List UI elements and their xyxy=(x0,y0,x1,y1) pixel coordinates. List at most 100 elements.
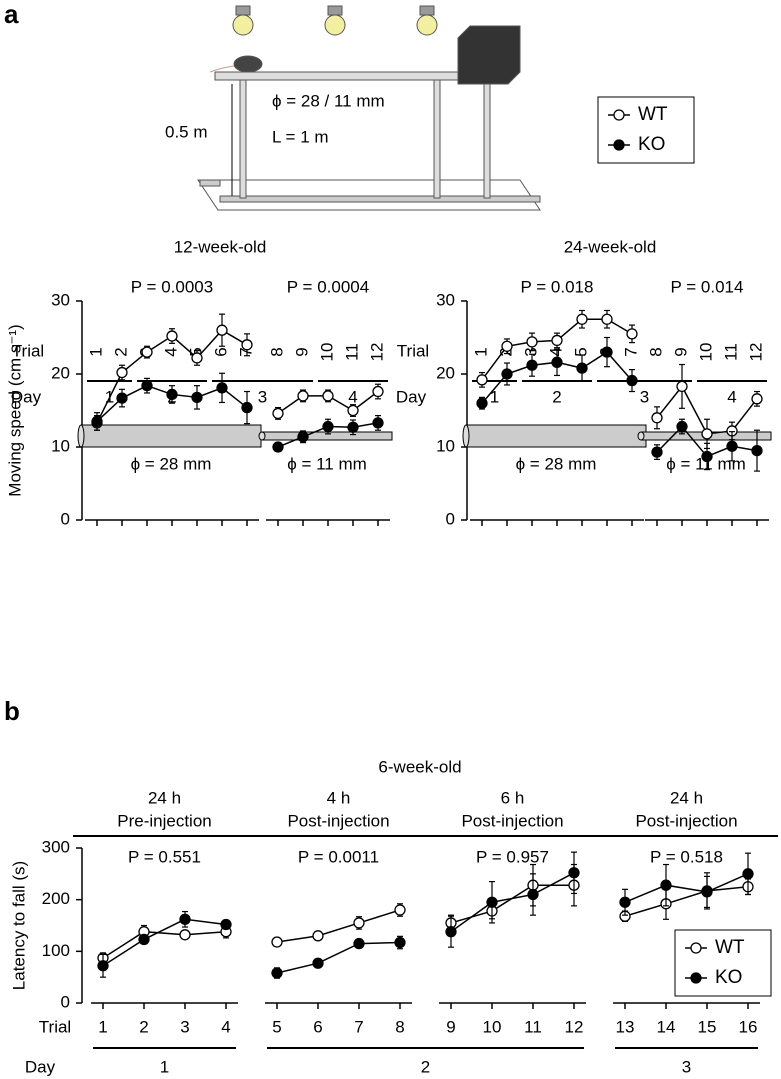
data-point xyxy=(476,374,488,386)
p-value: P = 0.957 xyxy=(476,847,549,866)
y-tick-label: 0 xyxy=(61,509,70,528)
x-axis-label: Trial xyxy=(397,341,429,360)
p-value: P = 0.014 xyxy=(671,277,744,296)
day-value: 1 xyxy=(490,387,499,406)
data-point xyxy=(271,936,283,948)
x-tick-label: 6 xyxy=(211,347,230,356)
series-line xyxy=(450,872,575,933)
x-tick-label: 9 xyxy=(671,347,690,356)
tube-end xyxy=(462,424,470,448)
data-point xyxy=(220,918,232,931)
day-label: Day xyxy=(25,1057,56,1076)
x-tick-label: 1 xyxy=(471,347,490,356)
x-tick-label: 2 xyxy=(139,1017,148,1036)
x-tick-label: 9 xyxy=(446,1017,455,1036)
data-point xyxy=(601,346,613,358)
data-point xyxy=(476,397,488,409)
data-point xyxy=(116,366,128,379)
group-header: Post-injection xyxy=(461,811,563,830)
data-point xyxy=(241,339,253,351)
p-value: P = 0.551 xyxy=(128,847,201,866)
data-point xyxy=(551,356,563,368)
x-tick-label: 1 xyxy=(86,347,105,356)
legend-marker xyxy=(690,942,702,954)
x-tick-label: 2 xyxy=(496,347,515,356)
x-tick-label: 12 xyxy=(367,343,386,362)
tube-label: ϕ = 11 mm xyxy=(666,454,746,473)
x-axis-label: Trial xyxy=(12,341,44,360)
legend-label: KO xyxy=(715,967,742,988)
data-point xyxy=(526,336,538,348)
x-tick-label: 3 xyxy=(521,347,540,356)
series-line xyxy=(276,941,401,974)
data-point xyxy=(116,392,128,404)
data-point xyxy=(501,368,513,380)
data-point xyxy=(297,390,309,402)
x-tick-label: 12 xyxy=(746,343,765,362)
data-point xyxy=(372,385,384,398)
data-point xyxy=(353,937,365,950)
data-point xyxy=(486,896,498,908)
x-tick-label: 10 xyxy=(696,343,715,362)
x-tick-label: 1 xyxy=(98,1017,107,1036)
data-point xyxy=(576,362,588,374)
y-tick-label: 100 xyxy=(42,941,70,960)
data-point xyxy=(576,313,588,325)
x-tick-label: 5 xyxy=(272,1017,281,1036)
x-tick-label: 15 xyxy=(698,1017,717,1036)
data-point xyxy=(312,930,324,942)
tube xyxy=(261,431,393,441)
y-tick-label: 200 xyxy=(42,889,70,908)
x-tick-label: 9 xyxy=(292,347,311,356)
series-line xyxy=(102,930,227,959)
day-value: 3 xyxy=(640,387,649,406)
x-tick-label: 11 xyxy=(524,1017,542,1036)
data-point xyxy=(353,917,365,929)
panel-label: a xyxy=(4,0,19,29)
data-point xyxy=(141,346,153,358)
x-tick-label: 5 xyxy=(571,347,590,356)
legend-marker xyxy=(613,109,625,121)
data-point xyxy=(241,401,253,414)
data-point xyxy=(526,359,538,371)
legend-label: KO xyxy=(638,134,665,155)
series-line xyxy=(450,884,574,924)
data-point xyxy=(347,421,359,433)
p-value: P = 0.0011 xyxy=(298,847,379,866)
data-point xyxy=(394,936,406,949)
y-tick-label: 300 xyxy=(42,837,70,856)
data-point xyxy=(527,888,539,901)
apparatus xyxy=(197,5,541,211)
x-tick-label: 4 xyxy=(546,347,565,356)
x-tick-label: 10 xyxy=(483,1017,502,1036)
x-tick-label: 12 xyxy=(565,1017,584,1036)
y-tick-label: 0 xyxy=(446,509,455,528)
data-point xyxy=(701,886,713,898)
series-line xyxy=(276,909,401,943)
data-point xyxy=(751,444,763,457)
series-line xyxy=(624,886,749,917)
data-point xyxy=(312,957,324,969)
data-point xyxy=(166,388,178,401)
data-point xyxy=(322,390,334,402)
p-value: P = 0.0004 xyxy=(287,277,369,296)
x-tick-label: 7 xyxy=(236,347,255,356)
data-point xyxy=(394,904,406,916)
data-point xyxy=(216,324,228,336)
day-value: 3 xyxy=(682,1057,691,1076)
data-point xyxy=(272,407,284,420)
tube-label: ϕ = 28 mm xyxy=(131,454,212,473)
data-point xyxy=(626,328,638,340)
x-axis-label: Trial xyxy=(39,1017,71,1036)
group-header: 6 h xyxy=(501,788,525,807)
x-tick-label: 4 xyxy=(221,1017,230,1036)
day-value: 2 xyxy=(552,387,561,406)
y-tick-label: 30 xyxy=(51,290,70,309)
y-tick-label: 30 xyxy=(436,290,455,309)
y-tick-label: 10 xyxy=(51,436,70,455)
tube-end xyxy=(258,431,266,441)
data-point xyxy=(701,428,713,440)
data-point xyxy=(271,967,283,979)
day-value: 3 xyxy=(258,387,267,406)
data-point xyxy=(322,420,334,433)
